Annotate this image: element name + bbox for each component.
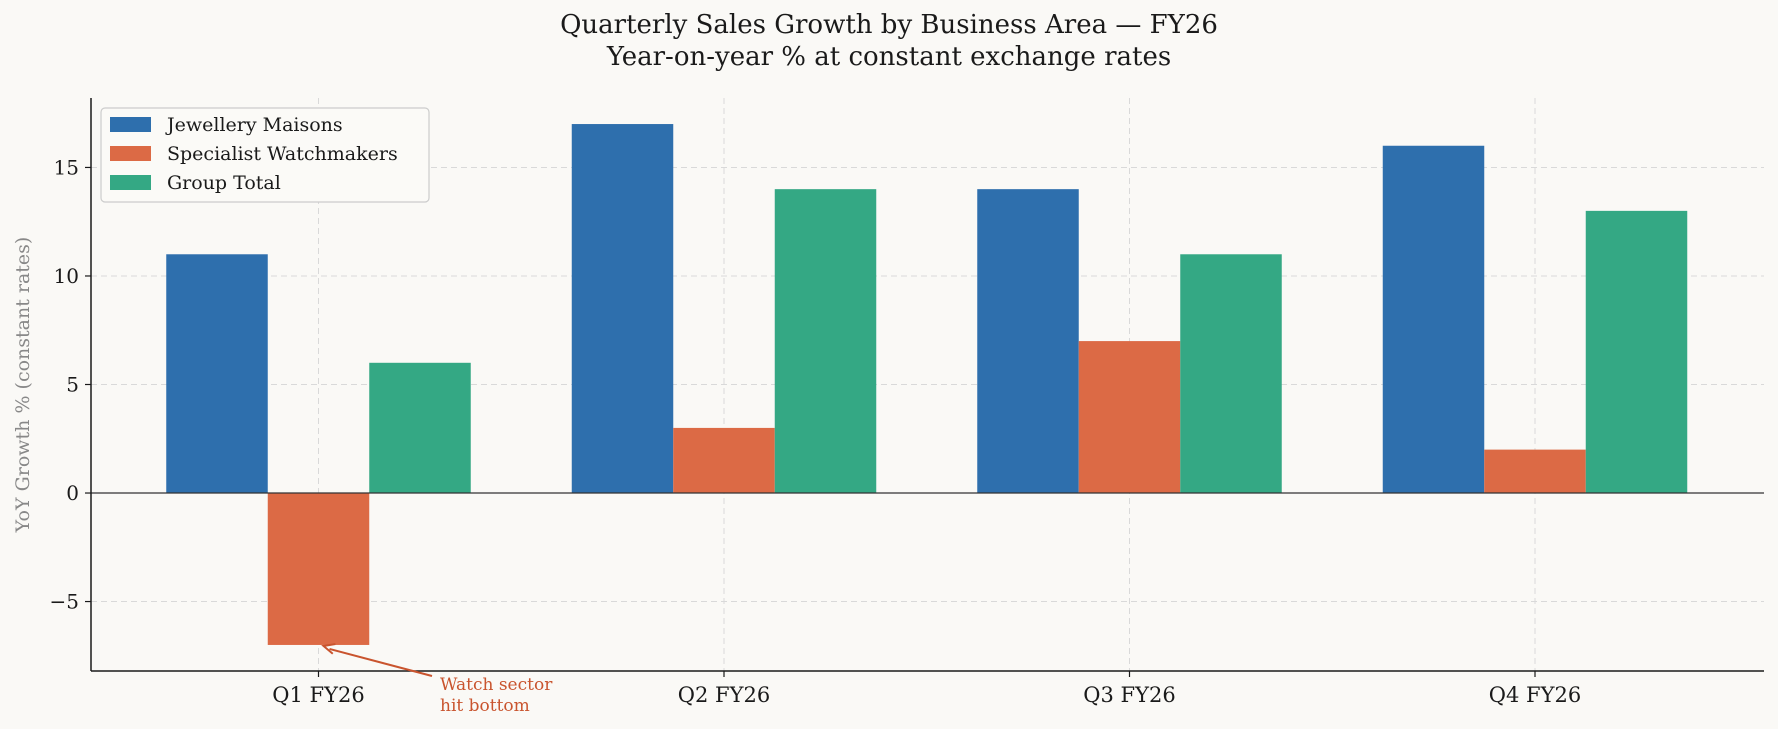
bar-specialist-watchmakers-3 xyxy=(1484,449,1586,494)
bar-group-total-2 xyxy=(1180,254,1282,494)
chart-subtitle: Year-on-year % at constant exchange rate… xyxy=(606,42,1172,72)
y-tick-label: 5 xyxy=(66,373,79,397)
y-axis-label: YoY Growth % (constant rates) xyxy=(12,237,34,534)
chart-title: Quarterly Sales Growth by Business Area … xyxy=(560,10,1218,40)
y-tick-label: 10 xyxy=(54,264,79,288)
bar-group-total-1 xyxy=(774,189,877,494)
bar-specialist-watchmakers-1 xyxy=(673,427,775,494)
legend-label: Group Total xyxy=(167,172,281,194)
annotation-arrow-line xyxy=(329,647,433,677)
bar-jewellery-maisons-0 xyxy=(166,254,268,494)
bar-jewellery-maisons-1 xyxy=(571,124,674,494)
x-tick-label: Q4 FY26 xyxy=(1489,683,1581,707)
x-tick-label: Q2 FY26 xyxy=(678,683,770,707)
annotation-text: Watch sector xyxy=(440,675,553,695)
bar-jewellery-maisons-2 xyxy=(977,189,1079,494)
legend-box xyxy=(100,107,430,203)
legend-label: Specialist Watchmakers xyxy=(167,143,398,165)
bar-specialist-watchmakers-0 xyxy=(267,493,370,645)
legend-swatch-group-total xyxy=(110,175,151,190)
bar-group-total-0 xyxy=(369,362,471,494)
annotation-arrow-head xyxy=(321,643,336,655)
annotation-text: hit bottom xyxy=(440,696,530,716)
x-tick-label: Q1 FY26 xyxy=(272,683,364,707)
bar-specialist-watchmakers-2 xyxy=(1078,341,1181,494)
y-tick-label: 15 xyxy=(54,155,79,179)
bar-jewellery-maisons-3 xyxy=(1382,145,1485,494)
y-tick-label: 0 xyxy=(66,481,79,505)
y-tick-label: −5 xyxy=(50,590,79,614)
legend-label: Jewellery Maisons xyxy=(165,114,343,136)
legend-swatch-jewellery-maisons xyxy=(110,117,151,132)
bar-group-total-3 xyxy=(1585,210,1688,494)
legend-swatch-specialist-watchmakers xyxy=(110,146,151,161)
x-tick-label: Q3 FY26 xyxy=(1083,683,1175,707)
